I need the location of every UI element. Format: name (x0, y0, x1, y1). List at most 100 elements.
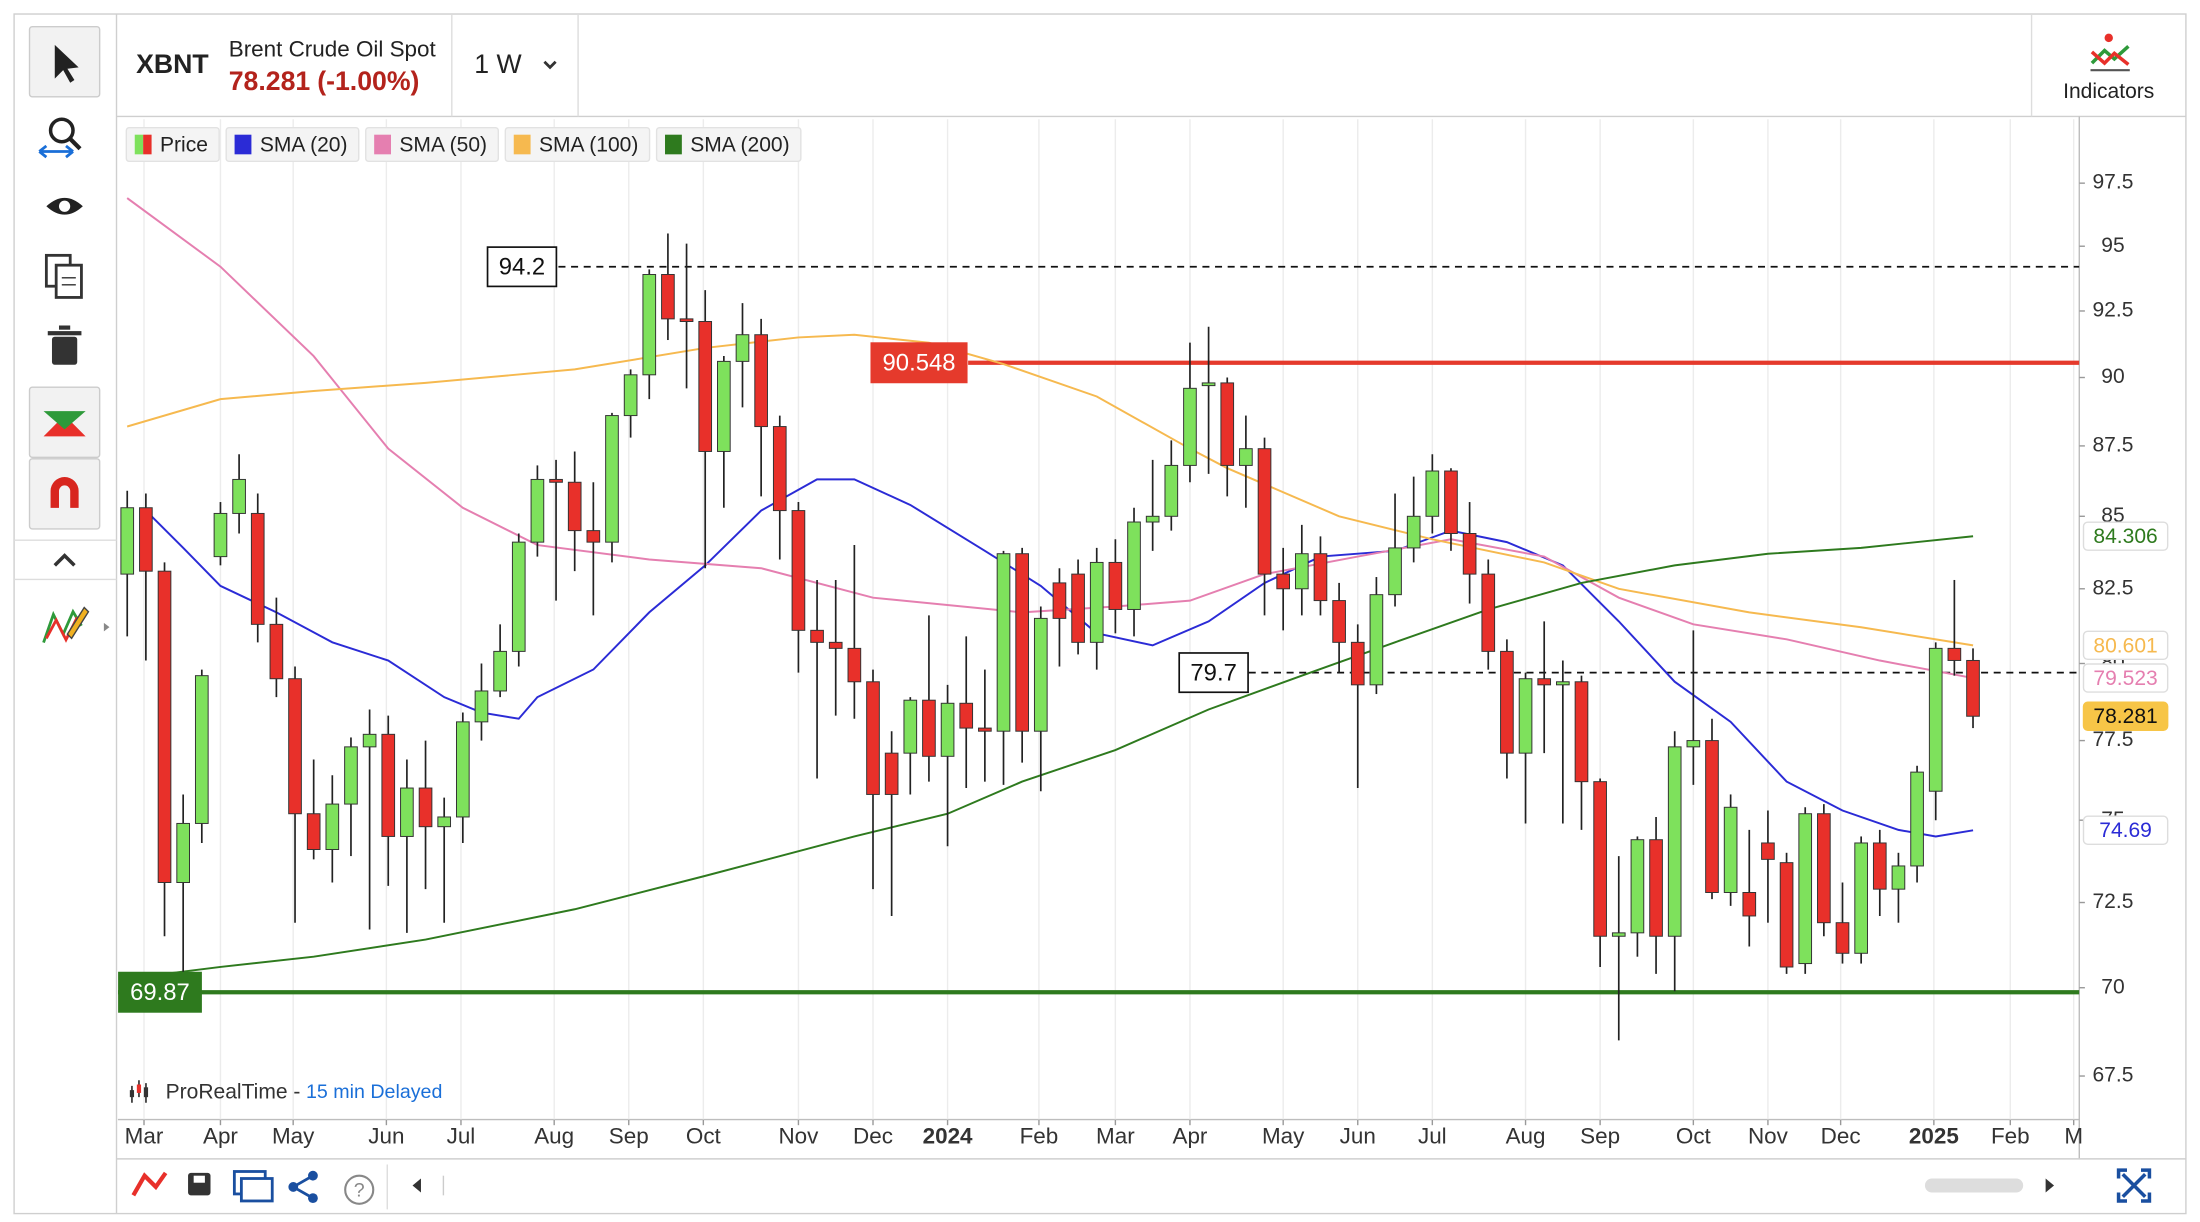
level-label: 90.548 (883, 349, 956, 376)
delay-note[interactable]: 15 min Delayed (306, 1081, 442, 1103)
candle-body (157, 570, 172, 883)
candle-body (1276, 573, 1291, 590)
candle-body (1406, 515, 1421, 549)
candle-body (455, 721, 470, 818)
candle-body (996, 553, 1011, 732)
indicators-button[interactable]: Indicators (2063, 80, 2154, 103)
candle-body (1481, 573, 1496, 652)
level-label: 79.7 (1190, 659, 1236, 686)
candle-body (866, 681, 880, 795)
x-tick-label: May (1262, 1124, 1305, 1149)
level-label-box (870, 342, 968, 384)
x-tick-label: M (2064, 1124, 2083, 1149)
candle-body (1705, 740, 1719, 893)
last-value-label: 78.281 (2093, 705, 2157, 728)
last-value-box (2082, 521, 2169, 551)
candle-body (735, 334, 750, 362)
candle-body (139, 507, 153, 572)
x-tick-label: 2025 (1909, 1124, 1959, 1149)
share-icon[interactable] (288, 1170, 318, 1204)
candles (120, 233, 1980, 1041)
candle-body (1779, 862, 1794, 968)
x-tick-label: Nov (778, 1124, 819, 1149)
candle-body (1854, 842, 1868, 954)
candle-body (194, 675, 209, 824)
scroll-left[interactable] (412, 1178, 421, 1193)
last-value-box (2082, 815, 2169, 845)
copy-tool[interactable] (44, 253, 83, 299)
magnet-tool[interactable] (28, 458, 101, 530)
x-tick-label: Nov (1748, 1124, 1789, 1149)
scroll-right[interactable] (2045, 1178, 2055, 1193)
legend-label: SMA (50) (399, 133, 487, 156)
y-tick-label: 92.5 (2092, 299, 2133, 322)
candle-body (1089, 561, 1104, 643)
help-icon[interactable] (344, 1174, 375, 1205)
top-bar: XBNT Brent Crude Oil Spot 78.281 (-1.00%… (116, 14, 2186, 118)
drawing-tools[interactable] (42, 606, 110, 644)
x-tick-label: Jul (447, 1124, 476, 1149)
candle-body (1145, 515, 1160, 523)
candle-body (1910, 771, 1924, 867)
candle-body (1313, 553, 1328, 602)
x-tick-label: Jul (1418, 1124, 1447, 1149)
candle-body (1220, 382, 1235, 466)
x-tick-label: Dec (1821, 1124, 1861, 1149)
candle-body (1500, 650, 1514, 754)
scrollbar-thumb[interactable] (1924, 1178, 2024, 1193)
candle-body (1686, 740, 1701, 748)
symbol: XBNT (136, 49, 209, 79)
y-tick-label: 77.5 (2092, 728, 2133, 751)
sma-line (145, 478, 1974, 838)
timeframe[interactable]: 1 W (474, 49, 522, 79)
left-toolbar (14, 14, 118, 1214)
candle-body (1928, 647, 1943, 792)
legend-item (225, 126, 360, 163)
candle-body (642, 274, 657, 376)
legend-item (504, 126, 651, 163)
candle-body (978, 727, 992, 732)
last-value-box (2082, 663, 2169, 693)
legend-swatch (665, 134, 682, 155)
collapse-button[interactable] (53, 553, 76, 567)
last-value-label: 80.601 (2093, 634, 2157, 657)
x-tick-label: Feb (1020, 1124, 1059, 1149)
delete-tool[interactable] (47, 325, 82, 365)
source-note: ProRealTime - 15 min Delayed (129, 1080, 442, 1103)
last-value-box (2082, 701, 2169, 731)
candle-body (1518, 678, 1533, 754)
fullscreen-icon[interactable] (2116, 1168, 2152, 1203)
candle-body (474, 690, 489, 723)
candle-body (120, 507, 135, 575)
y-tick-label: 90 (2101, 365, 2124, 388)
level-label-box (118, 971, 202, 1013)
candle-body (1239, 448, 1253, 466)
x-tick-label: Feb (1991, 1124, 2030, 1149)
instrument-name: Brent Crude Oil Spot (229, 36, 437, 61)
price-change: (-1.00%) (317, 66, 419, 96)
candle-body (1388, 547, 1402, 596)
y-tick-label: 72.5 (2092, 890, 2133, 913)
candle-body (1947, 647, 1962, 661)
candle-body (810, 629, 824, 643)
legend-swatch (134, 134, 144, 155)
candle-body (1556, 681, 1570, 686)
zoom-tool[interactable] (38, 117, 82, 159)
candle-body (176, 822, 190, 883)
legend-label: SMA (20) (260, 133, 348, 156)
candle-body (213, 512, 228, 558)
eye-tool[interactable] (46, 197, 83, 215)
timeframe-chevron[interactable] (543, 60, 557, 70)
candle-body (828, 641, 843, 649)
candle-body (1071, 573, 1085, 643)
candle-body (269, 623, 284, 680)
candle-body (1015, 553, 1029, 732)
export-icon[interactable] (131, 1171, 168, 1197)
candle-body (1444, 470, 1458, 534)
candle-body (1052, 582, 1067, 619)
x-tick-label: Mar (125, 1124, 164, 1149)
candle-body (940, 702, 955, 757)
candle-body (381, 733, 396, 837)
indicators-icon[interactable] (2090, 33, 2130, 72)
